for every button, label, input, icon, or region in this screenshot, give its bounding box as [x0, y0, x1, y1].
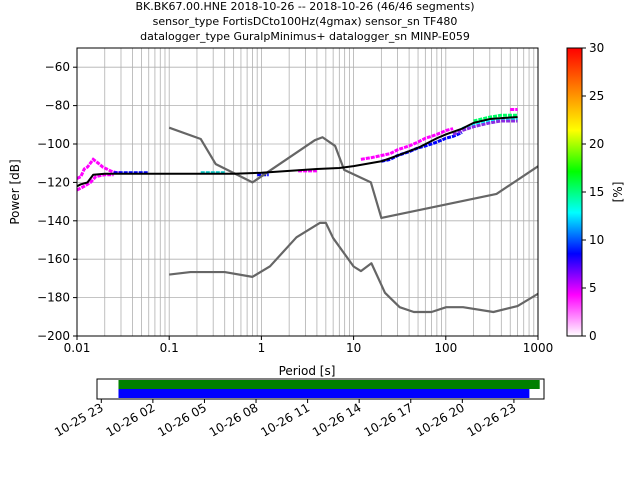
noise-model-lower-line: [169, 221, 538, 314]
colorbar-tick-label: 10: [589, 233, 604, 247]
y-tick-label: −200: [37, 329, 70, 343]
x-axis-label: Period [s]: [279, 364, 336, 378]
colorbar-tick-label: 15: [589, 185, 604, 199]
grid: [76, 48, 538, 337]
timeline-tick-label: 10-26 05: [155, 400, 209, 439]
psd-histogram-band: [473, 113, 518, 123]
colorbar-label: [%]: [611, 182, 625, 203]
y-tick-label: −180: [37, 291, 70, 305]
timeline-bar: [118, 389, 530, 398]
timeline-tick-label: 10-26 11: [258, 400, 312, 439]
colorbar-tick-label: 0: [589, 329, 597, 343]
chart-title: BK.BK67.00.HNE 2018-10-26 -- 2018-10-26 …: [136, 0, 475, 43]
timeline-tick-label: 10-26 23: [465, 400, 519, 439]
psd-histogram-band: [77, 173, 114, 192]
x-tick-label: 1000: [523, 341, 554, 355]
psd-histogram-band: [381, 131, 463, 163]
timeline-tick-label: 10-26 20: [413, 400, 467, 439]
noise-model-upper-line: [168, 126, 538, 220]
timeline-tick-label: 10-26 17: [362, 400, 416, 439]
colorbar-ticks: 0 5 10 15 20 25 30: [582, 41, 604, 343]
colorbar-tick-label: 5: [589, 281, 597, 295]
timeline-bars: [118, 380, 540, 398]
timeline-bar: [118, 380, 540, 389]
psd-histogram-band: [360, 127, 454, 161]
timeline-tick-label: 10-26 14: [310, 400, 364, 439]
title-line-3: datalogger_type GuralpMinimus+ datalogge…: [140, 30, 470, 43]
colorbar-tick-label: 20: [589, 137, 604, 151]
mean-psd-line: [77, 116, 518, 188]
plot-frame: [76, 47, 539, 337]
psd-histogram-band: [77, 157, 121, 180]
y-tick-label: −160: [37, 252, 70, 266]
psd-histogram-band: [452, 119, 518, 136]
colorbar-tick-label: 25: [589, 89, 604, 103]
y-tick-label: −120: [37, 175, 70, 189]
y-tick-label: −100: [37, 137, 70, 151]
colorbar: [566, 47, 583, 337]
title-line-2: sensor_type FortisDCto100Hz(4gmax) senso…: [153, 15, 458, 28]
x-axis-ticks: 0.01 0.1 1 10 100 1000: [64, 336, 554, 355]
x-tick-label: 0.1: [160, 341, 179, 355]
y-axis-label: Power [dB]: [8, 159, 22, 224]
timeline-tick-label: 10-26 02: [104, 400, 158, 439]
series-lines: [77, 116, 538, 314]
colorbar-tick-label: 30: [589, 41, 604, 55]
y-axis-ticks: −200 −180 −160 −140 −120 −100 −80 −60: [37, 60, 77, 343]
psd-histogram-band: [461, 117, 518, 131]
x-tick-label: 0.01: [64, 341, 91, 355]
y-tick-label: −140: [37, 214, 70, 228]
x-tick-label: 100: [434, 341, 457, 355]
y-tick-label: −80: [45, 99, 70, 113]
x-tick-label: 10: [346, 341, 361, 355]
y-tick-label: −60: [45, 60, 70, 74]
timeline-tick-label: 10-25 23: [52, 400, 106, 439]
x-tick-label: 1: [258, 341, 266, 355]
timeline-tick-label: 10-26 08: [207, 400, 261, 439]
title-line-1: BK.BK67.00.HNE 2018-10-26 -- 2018-10-26 …: [136, 0, 475, 13]
histogram-bands: [77, 107, 518, 192]
